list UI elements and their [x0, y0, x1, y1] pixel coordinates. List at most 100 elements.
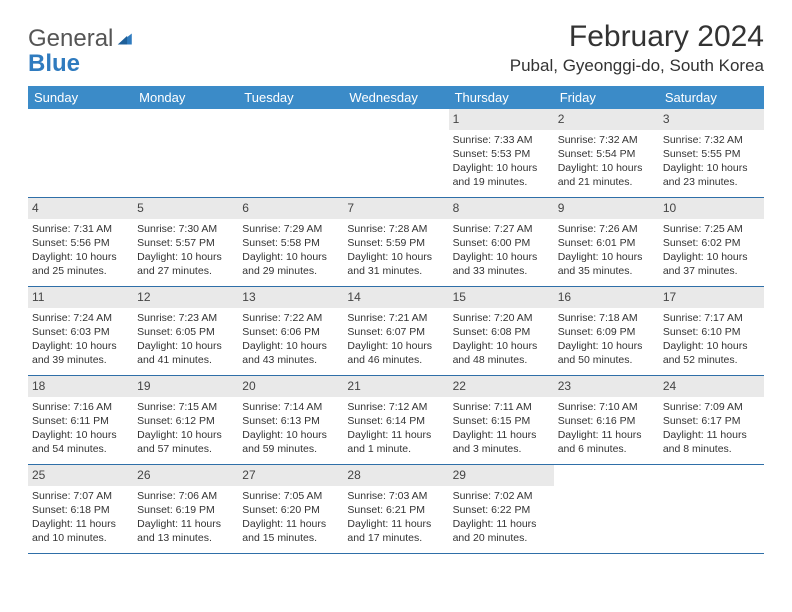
day-cell: 8Sunrise: 7:27 AMSunset: 6:00 PMDaylight… — [449, 198, 554, 286]
sunset-text: Sunset: 6:21 PM — [347, 503, 444, 517]
daylight-text: Daylight: 10 hours and 37 minutes. — [663, 250, 760, 278]
daylight-text: Daylight: 11 hours and 8 minutes. — [663, 428, 760, 456]
sunrise-text: Sunrise: 7:03 AM — [347, 489, 444, 503]
daylight-text: Daylight: 10 hours and 33 minutes. — [453, 250, 550, 278]
day-number: 12 — [133, 287, 238, 307]
day-cell: 13Sunrise: 7:22 AMSunset: 6:06 PMDayligh… — [238, 287, 343, 375]
dow-cell: Friday — [554, 86, 659, 109]
day-cell: 23Sunrise: 7:10 AMSunset: 6:16 PMDayligh… — [554, 376, 659, 464]
sunrise-text: Sunrise: 7:32 AM — [663, 133, 760, 147]
day-cell: 14 Sunrise: 7:21 AMSunset: 6:07 PMDayligh… — [343, 287, 448, 375]
sunset-text: Sunset: 5:56 PM — [32, 236, 129, 250]
day-cell: 5Sunrise: 7:30 AMSunset: 5:57 PMDaylight… — [133, 198, 238, 286]
daylight-text: Daylight: 10 hours and 31 minutes. — [347, 250, 444, 278]
daylight-text: Daylight: 10 hours and 50 minutes. — [558, 339, 655, 367]
day-cell: 15 Sunrise: 7:20 AMSunset: 6:08 PMDayligh… — [449, 287, 554, 375]
sunset-text: Sunset: 6:07 PM — [347, 325, 444, 339]
sunrise-text: Sunrise: 7:20 AM — [453, 311, 550, 325]
day-cell: 2Sunrise: 7:32 AMSunset: 5:54 PMDaylight… — [554, 109, 659, 197]
sunset-text: Sunset: 6:11 PM — [32, 414, 129, 428]
day-cell: 16Sunrise: 7:18 AMSunset: 6:09 PMDayligh… — [554, 287, 659, 375]
sunrise-text: Sunrise: 7:07 AM — [32, 489, 129, 503]
day-number: 7 — [343, 198, 448, 218]
day-number: 5 — [133, 198, 238, 218]
sunset-text: Sunset: 6:16 PM — [558, 414, 655, 428]
weeks-container: 1Sunrise: 7:33 AMSunset: 5:53 PMDaylight… — [28, 109, 764, 554]
daylight-text: Daylight: 10 hours and 25 minutes. — [32, 250, 129, 278]
daylight-text: Daylight: 10 hours and 23 minutes. — [663, 161, 760, 189]
month-title: February 2024 — [510, 20, 764, 54]
daylight-text: Daylight: 10 hours and 48 minutes. — [453, 339, 550, 367]
day-cell: 21Sunrise: 7:12 AMSunset: 6:14 PMDayligh… — [343, 376, 448, 464]
sunset-text: Sunset: 6:02 PM — [663, 236, 760, 250]
day-number: 6 — [238, 198, 343, 218]
week-row: 4Sunrise: 7:31 AMSunset: 5:56 PMDaylight… — [28, 198, 764, 287]
sunrise-text: Sunrise: 7:18 AM — [558, 311, 655, 325]
daylight-text: Daylight: 10 hours and 46 minutes. — [347, 339, 444, 367]
day-cell: 28Sunrise: 7:03 AMSunset: 6:21 PMDayligh… — [343, 465, 448, 553]
day-cell — [659, 465, 764, 553]
day-number: 20 — [238, 376, 343, 396]
day-cell: 17Sunrise: 7:17 AMSunset: 6:10 PMDayligh… — [659, 287, 764, 375]
sunrise-text: Sunrise: 7:27 AM — [453, 222, 550, 236]
day-cell — [238, 109, 343, 197]
sunrise-text: Sunrise: 7:11 AM — [453, 400, 550, 414]
day-cell: 19Sunrise: 7:15 AMSunset: 6:12 PMDayligh… — [133, 376, 238, 464]
day-number: 15 — [449, 287, 554, 307]
sunrise-text: Sunrise: 7:17 AM — [663, 311, 760, 325]
day-cell — [28, 109, 133, 197]
day-cell: 4Sunrise: 7:31 AMSunset: 5:56 PMDaylight… — [28, 198, 133, 286]
day-cell: 29Sunrise: 7:02 AMSunset: 6:22 PMDayligh… — [449, 465, 554, 553]
day-cell: 26Sunrise: 7:06 AMSunset: 6:19 PMDayligh… — [133, 465, 238, 553]
day-number: 16 — [554, 287, 659, 307]
day-number: 18 — [28, 376, 133, 396]
daylight-text: Daylight: 11 hours and 15 minutes. — [242, 517, 339, 545]
day-cell: 9Sunrise: 7:26 AMSunset: 6:01 PMDaylight… — [554, 198, 659, 286]
day-number: 24 — [659, 376, 764, 396]
day-number: 26 — [133, 465, 238, 485]
dow-cell: Monday — [133, 86, 238, 109]
daylight-text: Daylight: 11 hours and 1 minute. — [347, 428, 444, 456]
daylight-text: Daylight: 11 hours and 20 minutes. — [453, 517, 550, 545]
day-number: 3 — [659, 109, 764, 129]
day-cell: 18 Sunrise: 7:16 AMSunset: 6:11 PMDayligh… — [28, 376, 133, 464]
sunset-text: Sunset: 6:12 PM — [137, 414, 234, 428]
sunrise-text: Sunrise: 7:21 AM — [347, 311, 444, 325]
sunset-text: Sunset: 6:06 PM — [242, 325, 339, 339]
daylight-text: Daylight: 10 hours and 39 minutes. — [32, 339, 129, 367]
sunrise-text: Sunrise: 7:15 AM — [137, 400, 234, 414]
day-cell: 7Sunrise: 7:28 AMSunset: 5:59 PMDaylight… — [343, 198, 448, 286]
daylight-text: Daylight: 11 hours and 3 minutes. — [453, 428, 550, 456]
week-row: 25Sunrise: 7:07 AMSunset: 6:18 PMDayligh… — [28, 465, 764, 554]
day-number: 10 — [659, 198, 764, 218]
sunset-text: Sunset: 6:01 PM — [558, 236, 655, 250]
day-of-week-header: SundayMondayTuesdayWednesdayThursdayFrid… — [28, 86, 764, 109]
day-number: 4 — [28, 198, 133, 218]
daylight-text: Daylight: 10 hours and 35 minutes. — [558, 250, 655, 278]
day-cell: 20Sunrise: 7:14 AMSunset: 6:13 PMDayligh… — [238, 376, 343, 464]
sunrise-text: Sunrise: 7:23 AM — [137, 311, 234, 325]
day-cell: 25Sunrise: 7:07 AMSunset: 6:18 PMDayligh… — [28, 465, 133, 553]
daylight-text: Daylight: 10 hours and 43 minutes. — [242, 339, 339, 367]
sunset-text: Sunset: 6:17 PM — [663, 414, 760, 428]
sunset-text: Sunset: 6:03 PM — [32, 325, 129, 339]
day-cell: 6Sunrise: 7:29 AMSunset: 5:58 PMDaylight… — [238, 198, 343, 286]
sunset-text: Sunset: 5:58 PM — [242, 236, 339, 250]
sunrise-text: Sunrise: 7:10 AM — [558, 400, 655, 414]
day-number: 8 — [449, 198, 554, 218]
daylight-text: Daylight: 10 hours and 19 minutes. — [453, 161, 550, 189]
daylight-text: Daylight: 10 hours and 54 minutes. — [32, 428, 129, 456]
sunrise-text: Sunrise: 7:16 AM — [32, 400, 129, 414]
day-number: 28 — [343, 465, 448, 485]
week-row: 1Sunrise: 7:33 AMSunset: 5:53 PMDaylight… — [28, 109, 764, 198]
daylight-text: Daylight: 10 hours and 59 minutes. — [242, 428, 339, 456]
header: GeneralBlue February 2024 Pubal, Gyeongg… — [28, 20, 764, 76]
sunrise-text: Sunrise: 7:29 AM — [242, 222, 339, 236]
dow-cell: Saturday — [659, 86, 764, 109]
day-cell — [133, 109, 238, 197]
day-cell: 11Sunrise: 7:24 AMSunset: 6:03 PMDayligh… — [28, 287, 133, 375]
sunset-text: Sunset: 6:08 PM — [453, 325, 550, 339]
sunrise-text: Sunrise: 7:12 AM — [347, 400, 444, 414]
sunrise-text: Sunrise: 7:09 AM — [663, 400, 760, 414]
day-number: 14 — [343, 287, 448, 307]
